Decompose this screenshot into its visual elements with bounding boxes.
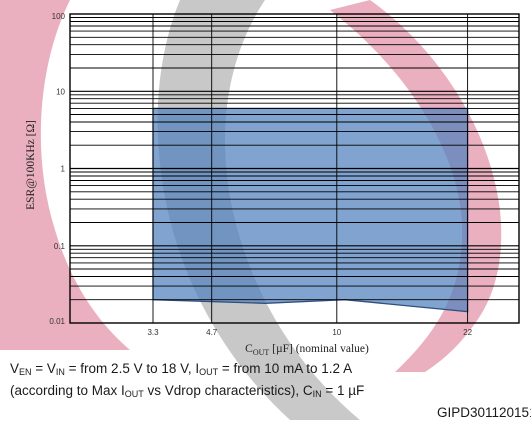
x-tick-label: 22 (463, 328, 472, 337)
y-tick-label: 0.01 (49, 317, 65, 326)
document-id: GIPD3011201510 (437, 405, 531, 420)
stability-region (152, 107, 469, 313)
test-conditions-line-2: (according to Max IOUT vs Vdrop characte… (10, 383, 365, 399)
watermark-gray-arc (157, 0, 360, 420)
y-tick-labels: 100 10 1 0.1 0.01 (49, 12, 65, 326)
y-tick-label: 1 (61, 165, 66, 174)
y-tick-label: 100 (52, 12, 66, 21)
y-tick-label: 0.1 (54, 242, 66, 251)
plot-frame (69, 13, 520, 324)
stability-region-series-1 (152, 107, 469, 313)
x-tick-label: 10 (332, 328, 341, 337)
test-conditions-line-1: VEN = VIN = from 2.5 V to 18 V, IOUT = f… (10, 361, 353, 377)
watermark-pink-crescent (0, 0, 130, 350)
y-axis-label: ESR@100KHz [Ω] (25, 120, 37, 210)
x-tick-label: 4.7 (206, 328, 218, 337)
chart-grid (70, 14, 519, 323)
x-tick-label: 3.3 (147, 328, 159, 337)
y-tick-label: 10 (56, 87, 65, 96)
x-tick-labels: 3.3 4.7 10 22 (147, 328, 472, 337)
x-axis-label: COUT [µF] (nominal value) (245, 343, 369, 357)
